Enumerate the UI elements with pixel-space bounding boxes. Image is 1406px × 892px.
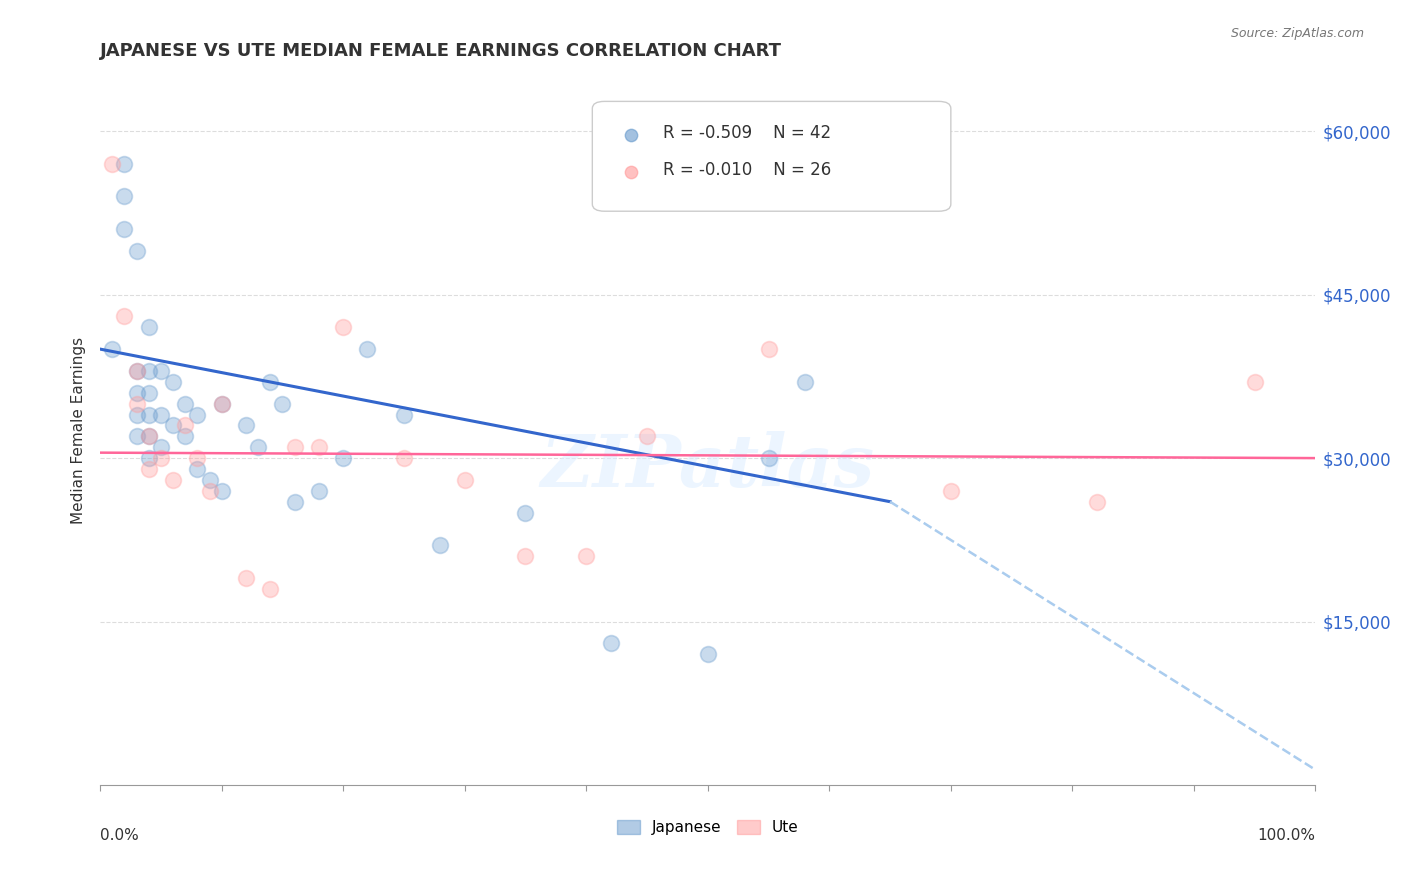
Text: 100.0%: 100.0% (1257, 828, 1316, 843)
Point (211, 396, 233, 410)
Point (149, 408, 172, 422)
Text: R = -0.010    N = 26: R = -0.010 N = 26 (662, 161, 831, 179)
Point (138, 408, 160, 422)
Point (454, 473, 477, 487)
Point (162, 418, 184, 433)
Point (101, 157, 124, 171)
Point (939, 483, 962, 498)
Point (125, 429, 148, 443)
Point (149, 440, 172, 454)
Point (125, 364, 148, 378)
Point (515, 549, 537, 564)
Text: ZIPatlas: ZIPatlas (541, 431, 875, 502)
FancyBboxPatch shape (592, 102, 950, 211)
Y-axis label: Median Female Earnings: Median Female Earnings (72, 337, 86, 524)
Point (794, 375, 817, 389)
Point (1085, 494, 1108, 508)
Point (114, 222, 136, 236)
Point (125, 385, 148, 400)
Point (332, 320, 354, 334)
Point (758, 342, 780, 356)
Point (174, 429, 197, 443)
Point (138, 320, 160, 334)
Point (138, 364, 160, 378)
Point (198, 483, 221, 498)
Point (125, 408, 148, 422)
Point (149, 364, 172, 378)
Point (599, 636, 621, 650)
Text: JAPANESE VS UTE MEDIAN FEMALE EARNINGS CORRELATION CHART: JAPANESE VS UTE MEDIAN FEMALE EARNINGS C… (100, 42, 782, 60)
Point (198, 473, 221, 487)
Point (149, 451, 172, 466)
Point (138, 451, 160, 466)
Point (284, 494, 307, 508)
Point (696, 648, 718, 662)
Point (174, 418, 197, 433)
Point (259, 582, 281, 596)
Point (162, 473, 184, 487)
Point (138, 385, 160, 400)
Point (636, 429, 658, 443)
Point (235, 571, 257, 585)
Text: 0.0%: 0.0% (100, 828, 139, 843)
Point (392, 408, 415, 422)
Point (235, 418, 257, 433)
Point (138, 429, 160, 443)
Point (1243, 375, 1265, 389)
Point (186, 408, 208, 422)
Point (308, 440, 330, 454)
Point (758, 451, 780, 466)
Point (620, 778, 643, 792)
Point (114, 157, 136, 171)
Text: Source: ZipAtlas.com: Source: ZipAtlas.com (1230, 27, 1364, 40)
Point (247, 440, 270, 454)
Point (138, 462, 160, 476)
Point (308, 483, 330, 498)
Point (515, 506, 537, 520)
Point (186, 451, 208, 466)
Point (211, 483, 233, 498)
Point (101, 342, 124, 356)
Point (186, 462, 208, 476)
Point (356, 342, 378, 356)
Point (259, 375, 281, 389)
Point (211, 396, 233, 410)
Point (429, 538, 451, 552)
Point (620, 778, 643, 792)
Point (125, 364, 148, 378)
Point (174, 396, 197, 410)
Point (284, 440, 307, 454)
Text: R = -0.509    N = 42: R = -0.509 N = 42 (662, 124, 831, 143)
Point (125, 244, 148, 258)
Point (125, 396, 148, 410)
Legend: Japanese, Ute: Japanese, Ute (610, 814, 804, 841)
Point (332, 451, 354, 466)
Point (392, 451, 415, 466)
Point (271, 396, 294, 410)
Point (114, 189, 136, 203)
Point (575, 549, 598, 564)
Point (162, 375, 184, 389)
Point (138, 429, 160, 443)
Point (114, 310, 136, 324)
